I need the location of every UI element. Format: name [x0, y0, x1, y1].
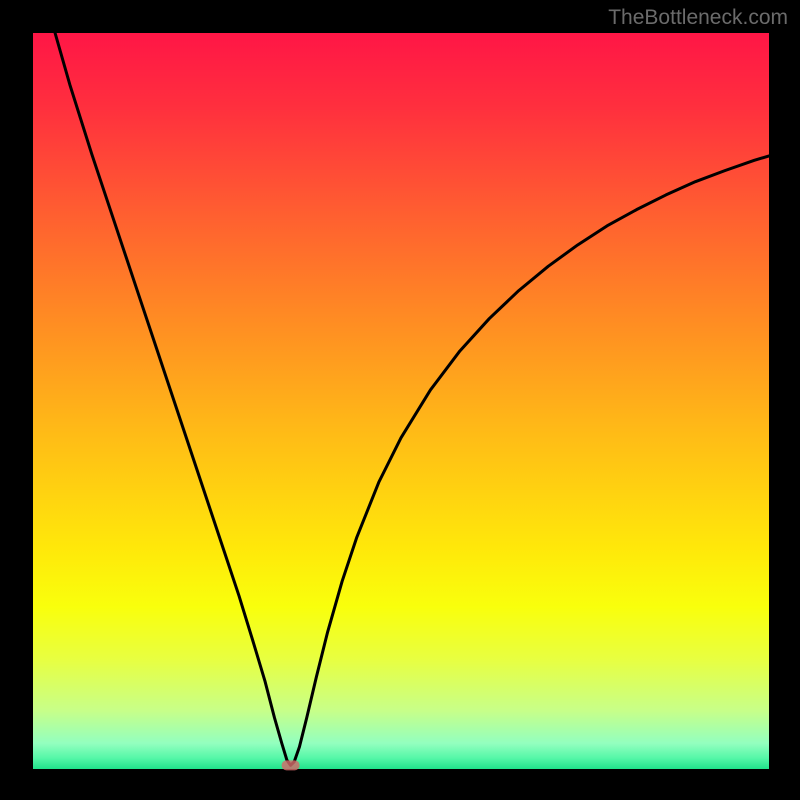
- optimal-point-marker: [282, 760, 300, 770]
- watermark-text: TheBottleneck.com: [608, 6, 788, 30]
- chart-container: TheBottleneck.com: [0, 0, 800, 800]
- bottleneck-chart: [0, 0, 800, 800]
